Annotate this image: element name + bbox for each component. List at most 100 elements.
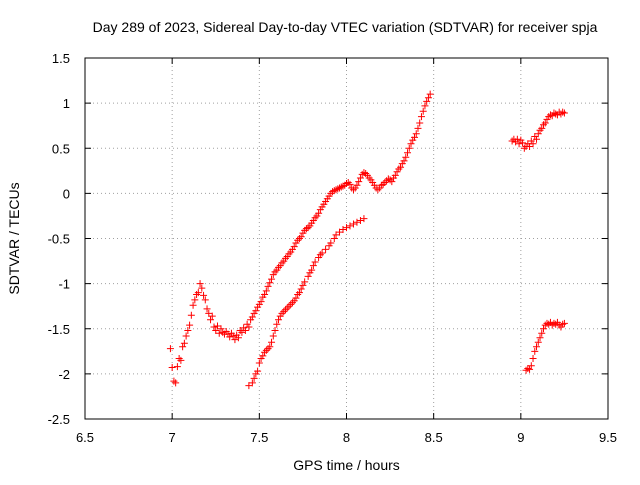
x-tick-label: 7: [169, 430, 176, 445]
data-point-satellite-c: [560, 109, 568, 117]
data-point-satellite-a: [344, 179, 352, 187]
data-point-satellite-a: [268, 275, 276, 283]
data-point-satellite-a: [356, 174, 364, 182]
data-point-satellite-c: [557, 110, 565, 118]
data-point-satellite-b: [356, 216, 364, 224]
data-point-satellite-a: [397, 163, 405, 171]
data-point-satellite-a: [343, 179, 350, 187]
data-point-satellite-a: [329, 188, 337, 196]
data-point-satellite-a: [266, 279, 274, 287]
data-point-satellite-a: [414, 124, 422, 132]
data-point-satellite-a: [187, 311, 195, 319]
data-point-satellite-a: [275, 263, 283, 271]
data-point-satellite-a: [261, 290, 269, 298]
data-point-satellite-a: [229, 332, 237, 340]
x-tick-label: 9: [517, 430, 524, 445]
data-point-satellite-a: [271, 268, 279, 276]
data-point-satellite-b: [309, 262, 317, 270]
data-point-satellite-c: [513, 135, 521, 143]
y-tick-label: 1: [63, 96, 70, 111]
data-point-satellite-d: [543, 319, 551, 327]
data-point-satellite-a: [332, 186, 340, 194]
data-point-satellite-a: [196, 280, 204, 288]
data-point-satellite-a: [198, 284, 206, 292]
data-point-satellite-a: [170, 377, 178, 385]
data-point-satellite-b: [248, 379, 256, 387]
data-point-satellite-b: [318, 249, 326, 257]
data-point-satellite-b: [322, 245, 330, 253]
data-point-satellite-b: [288, 299, 296, 307]
data-point-satellite-a: [311, 214, 319, 222]
data-point-satellite-a: [278, 259, 286, 267]
data-point-satellite-a: [281, 254, 289, 262]
data-point-satellite-a: [388, 178, 396, 186]
data-point-satellite-a: [355, 178, 363, 186]
plot-frame: [84, 57, 609, 420]
x-tick-label: 6.5: [76, 430, 94, 445]
data-point-satellite-d: [539, 325, 547, 333]
data-point-satellite-b: [273, 320, 281, 328]
data-point-satellite-d: [550, 319, 558, 327]
data-point-satellite-a: [358, 170, 366, 178]
data-point-satellite-d: [545, 320, 553, 328]
data-point-satellite-a: [381, 179, 389, 187]
data-point-satellite-b: [308, 266, 316, 274]
data-point-satellite-a: [193, 290, 201, 298]
x-tick-label: 8.5: [425, 430, 443, 445]
data-point-satellite-a: [191, 296, 199, 304]
y-tick-label: -1.5: [48, 322, 70, 337]
data-point-satellite-c: [536, 126, 544, 134]
data-point-satellite-a: [383, 177, 391, 185]
y-tick-label: 1.5: [52, 51, 70, 66]
data-point-satellite-a: [400, 157, 408, 165]
data-point-satellite-a: [262, 287, 270, 295]
data-point-satellite-a: [417, 113, 425, 121]
data-point-satellite-a: [201, 296, 209, 304]
data-point-satellite-a: [395, 165, 403, 173]
data-point-satellite-b: [262, 346, 270, 354]
y-tick-label: -2.5: [48, 412, 70, 427]
data-point-satellite-b: [327, 239, 335, 247]
data-point-satellite-c: [508, 137, 516, 145]
data-point-satellite-d: [548, 321, 556, 329]
data-point-satellite-c: [529, 140, 537, 148]
data-point-satellite-c: [538, 124, 546, 132]
data-point-satellite-a: [412, 130, 420, 138]
data-point-satellite-d: [533, 343, 541, 351]
data-point-satellite-a: [419, 107, 427, 115]
data-point-satellite-b: [259, 352, 267, 360]
data-point-satellite-b: [287, 300, 295, 308]
tick-layer: 6.5 7 7.5 8 8.5 9 9.5 1.5 1 0.5 0 -0.5 -1 -1.5 -2 -2.5: [48, 51, 617, 445]
data-point-satellite-b: [281, 306, 289, 314]
data-point-satellite-b: [269, 332, 277, 340]
data-point-satellite-a: [379, 180, 387, 188]
data-point-satellite-a: [186, 321, 194, 329]
data-point-satellite-a: [189, 301, 197, 309]
data-point-satellite-b: [343, 224, 350, 232]
data-point-satellite-a: [168, 364, 176, 372]
data-point-satellite-a: [334, 185, 342, 193]
data-point-satellite-b: [268, 338, 276, 346]
data-point-satellite-a: [217, 325, 225, 333]
grid-layer: [85, 58, 608, 419]
data-point-satellite-a: [330, 187, 338, 195]
data-point-satellite-b: [353, 218, 361, 226]
data-point-satellite-a: [402, 153, 410, 161]
data-point-satellite-a: [200, 291, 208, 299]
data-point-satellite-a: [424, 94, 432, 102]
x-tick-label: 7.5: [250, 430, 268, 445]
data-point-satellite-d: [559, 320, 567, 328]
data-point-satellite-a: [219, 328, 227, 336]
y-tick-label: 0: [63, 186, 70, 201]
data-point-satellite-d: [531, 347, 539, 355]
data-point-satellite-b: [360, 215, 368, 223]
data-point-satellite-b: [275, 316, 283, 324]
y-tick-label: 0.5: [52, 141, 70, 156]
data-point-satellite-c: [539, 121, 547, 129]
data-point-satellite-c: [559, 108, 567, 116]
data-point-satellite-a: [245, 323, 253, 331]
data-point-satellite-c: [541, 119, 549, 127]
data-point-satellite-a: [295, 235, 303, 242]
data-point-satellite-b: [264, 345, 272, 353]
data-point-satellite-a: [304, 224, 312, 232]
